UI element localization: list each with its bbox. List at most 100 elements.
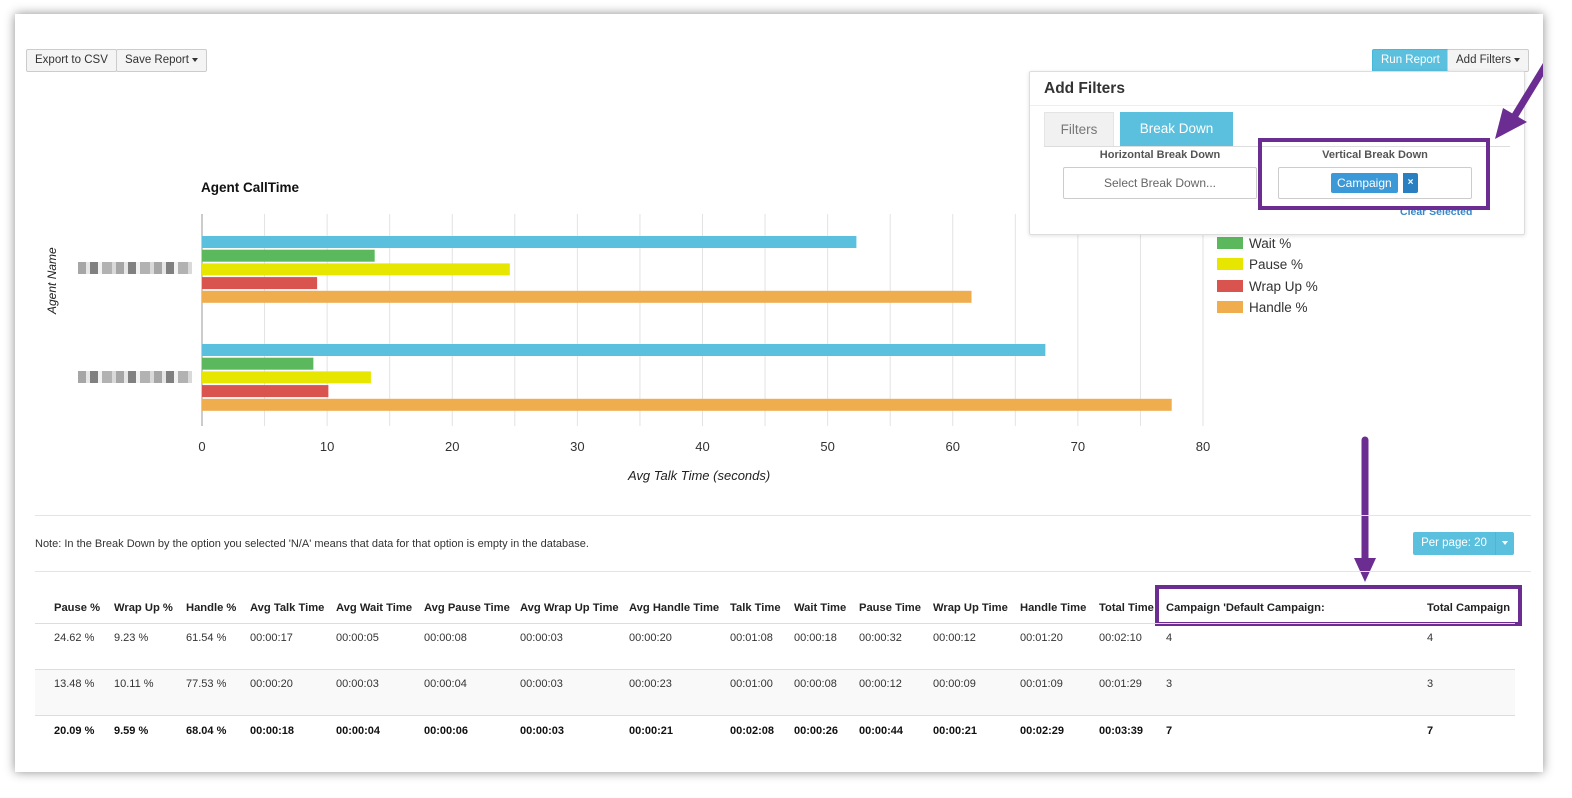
table-cell: 00:00:04 <box>424 678 467 690</box>
report-window: Export to CSV Save Report Run Report Add… <box>15 14 1543 772</box>
x-tick-label: 80 <box>1195 439 1211 454</box>
x-tick-label: 40 <box>695 439 710 454</box>
x-axis-label: Avg Talk Time (seconds) <box>628 468 771 483</box>
table-cell: 00:00:20 <box>250 678 293 690</box>
chevron-down-icon <box>1513 57 1520 62</box>
table-cell: 00:00:08 <box>424 632 467 644</box>
legend-swatch <box>1217 301 1243 313</box>
table-cell: 13.48 % <box>54 678 95 690</box>
vertical-break-down-select[interactable]: Campaign × <box>1278 167 1472 199</box>
legend-item-wait[interactable]: Wait % <box>1217 236 1291 252</box>
highlight-box <box>1155 585 1522 626</box>
total-cell: 00:00:21 <box>933 725 978 737</box>
x-tick-label: 70 <box>1070 439 1086 454</box>
total-cell: 00:00:03 <box>520 725 565 737</box>
save-report-label: Save Report <box>125 54 189 66</box>
table-cell: 4 <box>1427 632 1434 644</box>
table-cell: 00:00:12 <box>859 678 902 690</box>
total-cell: 00:00:18 <box>250 725 295 737</box>
column-header[interactable]: Avg Talk Time <box>250 602 325 614</box>
table-cell: 3 <box>1166 678 1173 690</box>
column-header[interactable]: Wrap Up % <box>114 602 173 614</box>
row-divider <box>35 623 1515 624</box>
table-cell: 00:02:10 <box>1099 632 1142 644</box>
table-cell: 61.54 % <box>186 632 227 644</box>
run-report-button[interactable]: Run Report <box>1372 49 1449 72</box>
column-header[interactable]: Handle Time <box>1020 602 1087 614</box>
tab-filters[interactable]: Filters <box>1044 112 1114 146</box>
total-cell: 00:00:26 <box>794 725 839 737</box>
per-page-dropdown[interactable]: Per page: 20 <box>1413 532 1514 555</box>
table-cell: 00:01:29 <box>1099 678 1142 690</box>
table-cell: 00:00:05 <box>336 632 379 644</box>
table-cell: 00:00:09 <box>933 678 976 690</box>
legend-item-pause[interactable]: Pause % <box>1217 257 1303 273</box>
table-cell: 00:01:00 <box>730 678 773 690</box>
add-filters-button[interactable]: Add Filters <box>1447 49 1529 72</box>
bar <box>202 277 318 290</box>
column-header[interactable]: Wrap Up Time <box>933 602 1008 614</box>
table-cell: 00:00:03 <box>336 678 379 690</box>
column-header[interactable]: Pause % <box>54 602 101 614</box>
column-header[interactable]: Total Time <box>1099 602 1154 614</box>
agent-name-redacted <box>78 371 192 383</box>
total-cell: 00:00:04 <box>336 725 381 737</box>
table-cell: 9.23 % <box>114 632 149 644</box>
row-background <box>35 669 1515 715</box>
total-cell: 00:00:21 <box>629 725 674 737</box>
note-text: Note: In the Break Down by the option yo… <box>35 538 589 550</box>
column-header[interactable]: Avg Pause Time <box>424 602 510 614</box>
row-divider <box>35 715 1515 716</box>
table-cell: 00:01:20 <box>1020 632 1063 644</box>
per-page-label: Per page: 20 <box>1421 537 1487 549</box>
total-cell: 7 <box>1427 725 1434 737</box>
x-tick-label: 30 <box>570 439 585 454</box>
divider <box>1044 146 1510 147</box>
column-header[interactable]: Campaign 'Default Campaign: <box>1166 602 1325 614</box>
table-cell: 00:00:12 <box>933 632 976 644</box>
x-tick-label: 10 <box>319 439 335 454</box>
column-header[interactable]: Avg Wait Time <box>336 602 413 614</box>
table-cell: 00:01:09 <box>1020 678 1063 690</box>
arrow-annotation <box>1495 62 1543 139</box>
tab-break-down[interactable]: Break Down <box>1120 112 1233 146</box>
column-header[interactable]: Talk Time <box>730 602 781 614</box>
column-header[interactable]: Total Campaign <box>1427 602 1511 614</box>
bar <box>202 344 1046 356</box>
legend-label: Handle % <box>1249 300 1308 315</box>
total-cell: 20.09 % <box>54 725 95 737</box>
bar-chart <box>201 214 1204 426</box>
divider <box>35 515 1531 516</box>
chevron-down-icon <box>1495 532 1514 555</box>
save-report-button[interactable]: Save Report <box>116 49 207 72</box>
x-tick-label: 0 <box>198 439 206 454</box>
total-cell: 7 <box>1166 725 1173 737</box>
x-tick-label: 20 <box>445 439 460 454</box>
column-header[interactable]: Avg Wrap Up Time <box>520 602 619 614</box>
total-cell: 00:02:08 <box>730 725 775 737</box>
bar <box>202 385 329 398</box>
legend-item-wrap-up[interactable]: Wrap Up % <box>1217 279 1318 295</box>
table-cell: 77.53 % <box>186 678 227 690</box>
horizontal-break-down-select[interactable]: Select Break Down... <box>1063 167 1257 199</box>
row-divider <box>35 669 1515 670</box>
legend-label: Wait % <box>1249 236 1292 251</box>
highlight-box <box>1258 138 1490 210</box>
add-filters-label: Add Filters <box>1456 54 1511 66</box>
table-cell: 00:00:03 <box>520 678 563 690</box>
table-cell: 00:00:18 <box>794 632 837 644</box>
table-cell: 00:00:32 <box>859 632 902 644</box>
total-cell: 00:03:39 <box>1099 725 1144 737</box>
total-cell: 9.59 % <box>114 725 149 737</box>
column-header[interactable]: Avg Handle Time <box>629 602 720 614</box>
close-icon[interactable]: × <box>1403 173 1418 193</box>
x-tick-label: 50 <box>820 439 835 454</box>
column-header[interactable]: Handle % <box>186 602 237 614</box>
column-header[interactable]: Pause Time <box>859 602 921 614</box>
bar <box>202 398 1172 411</box>
column-header[interactable]: Wait Time <box>794 602 847 614</box>
export-csv-button[interactable]: Export to CSV <box>26 49 117 72</box>
legend-item-handle[interactable]: Handle % <box>1217 300 1308 316</box>
table-cell: 00:00:23 <box>629 678 672 690</box>
legend-swatch <box>1217 280 1243 292</box>
